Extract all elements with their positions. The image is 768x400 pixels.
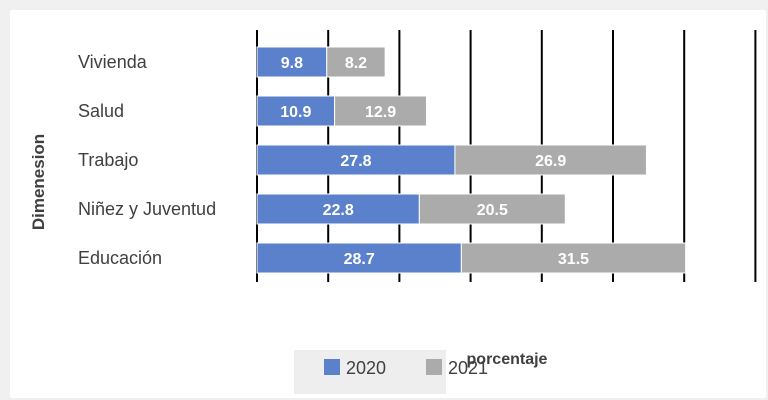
data-label: 20.5 <box>477 202 508 219</box>
legend-label: 2021 <box>448 358 488 378</box>
stacked-bar-chart: 28.7 31.5 22.8 20.5 27.8 26.9 10.9 12.9 9.8 8.2 E… <box>29 30 757 394</box>
category-label: Niñez y Juventud <box>78 199 216 219</box>
x-axis-title: porcentaje <box>467 351 548 368</box>
data-label: 9.8 <box>281 55 303 72</box>
data-label: 10.9 <box>280 104 311 121</box>
bar-segment <box>326 46 386 78</box>
y-axis-title: Dimenesion <box>29 134 48 230</box>
category-label: Vivienda <box>78 52 148 72</box>
bar-segment <box>334 95 427 127</box>
data-label: 26.9 <box>535 153 566 170</box>
legend-swatch <box>324 359 340 375</box>
data-label: 8.2 <box>345 55 367 72</box>
legend-background <box>294 350 446 394</box>
bar-segment <box>256 242 462 274</box>
legend-label: 2020 <box>346 358 386 378</box>
category-labels: Educación Niñez y Juventud Trabajo Salud Viv… <box>78 52 216 268</box>
legend-swatch <box>426 359 442 375</box>
category-label: Salud <box>78 101 124 121</box>
category-label: Trabajo <box>78 150 138 170</box>
data-label: 22.8 <box>323 202 354 219</box>
bar-segment <box>256 193 420 225</box>
data-label: 27.8 <box>340 153 371 170</box>
data-label: 31.5 <box>558 251 589 268</box>
bar-segment <box>418 193 566 225</box>
bar-segment <box>256 144 456 176</box>
chart-panel: 28.7 31.5 22.8 20.5 27.8 26.9 10.9 12.9 9.8 8.2 E… <box>10 10 766 398</box>
bar-segment <box>454 144 647 176</box>
bar-layer: 28.7 31.5 22.8 20.5 27.8 26.9 10.9 12.9 9.8 8.2 <box>256 46 687 274</box>
bar-segment <box>460 242 687 274</box>
legend: 2020 2021 <box>294 350 488 394</box>
data-label: 28.7 <box>344 251 375 268</box>
category-label: Educación <box>78 248 162 268</box>
data-label: 12.9 <box>365 104 396 121</box>
bar-segment <box>256 46 328 78</box>
